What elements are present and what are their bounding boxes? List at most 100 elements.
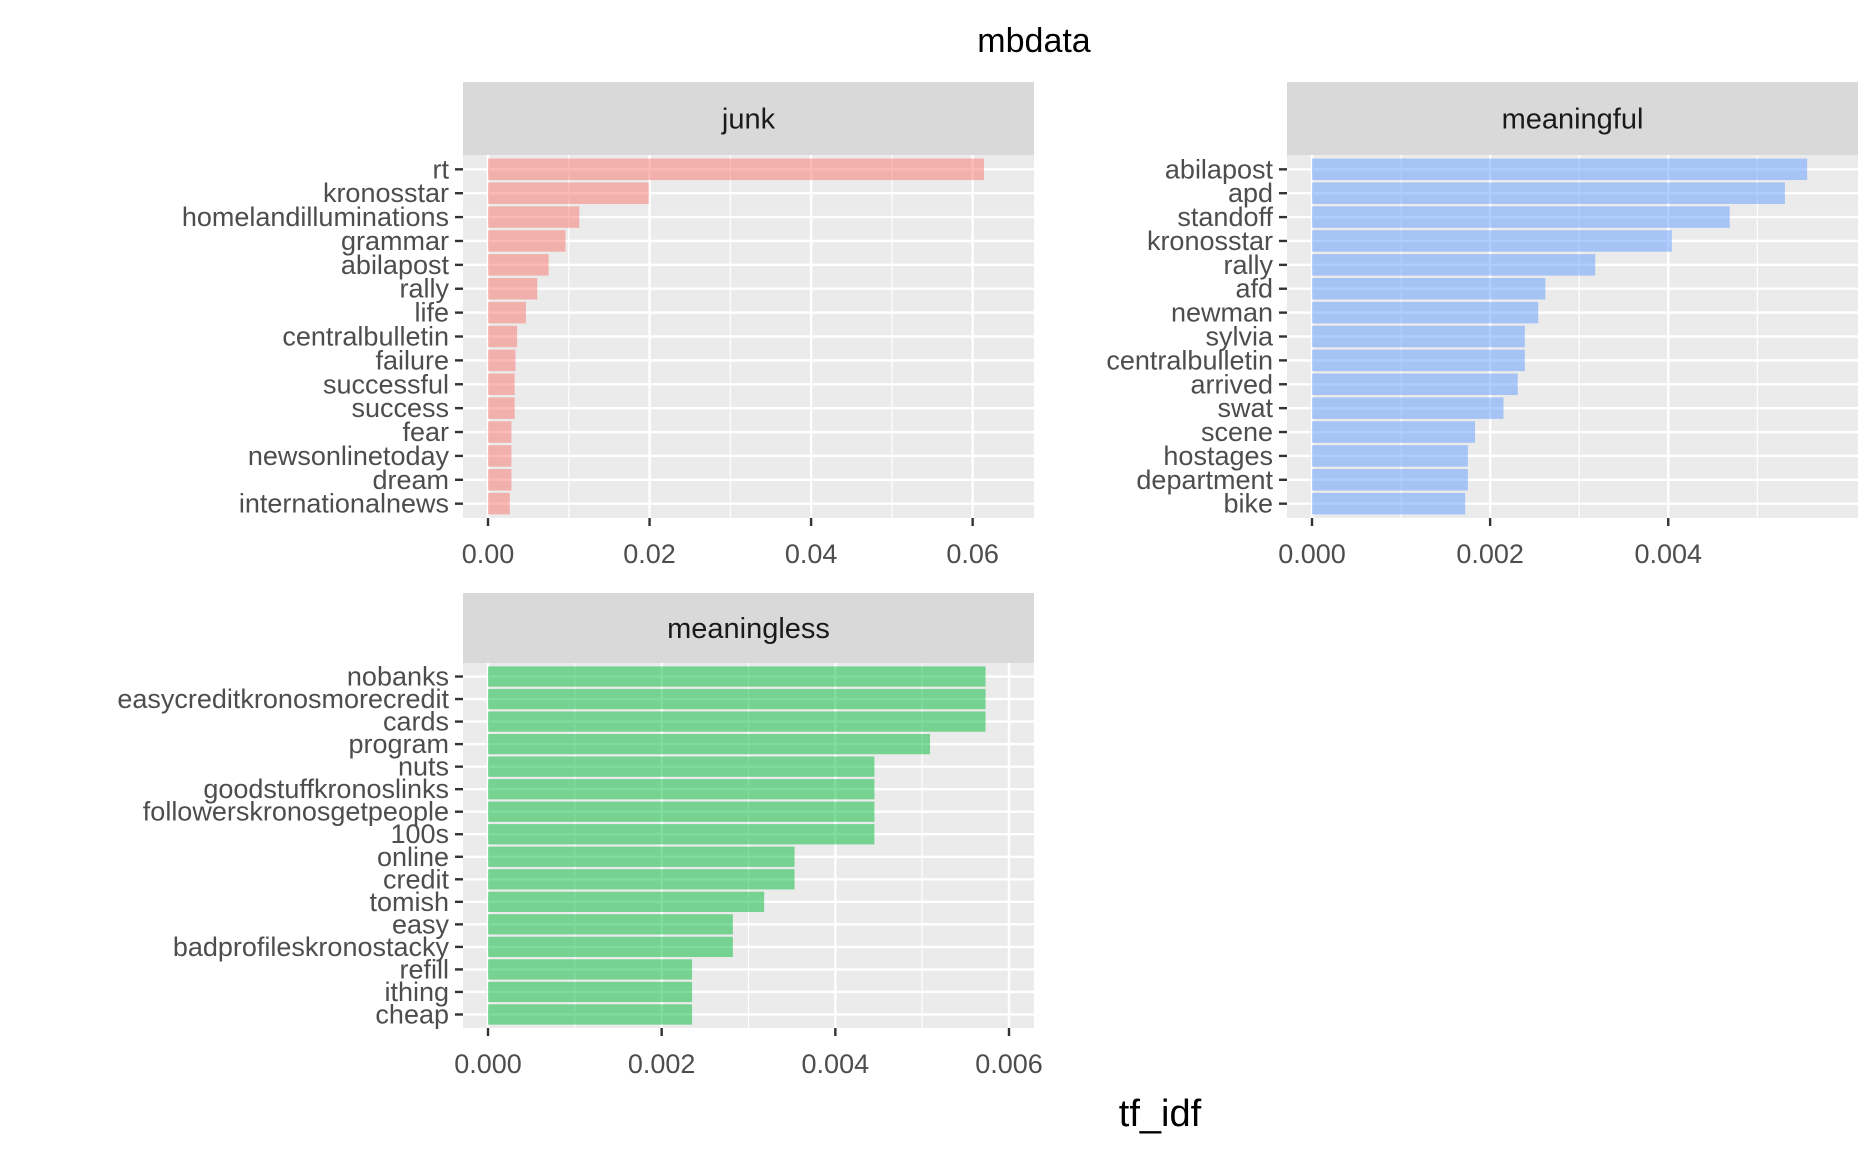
x-tick-label: 0.02: [623, 539, 676, 569]
bar-junk-life: [488, 301, 526, 324]
strip-junk: [463, 82, 1034, 155]
bar-meaningless-easycreditkronosmorecredit: [488, 688, 986, 710]
bar-meaningful-newman: [1312, 301, 1539, 324]
category-label-easycreditkronosmorecredit: easycreditkronosmorecredit: [117, 684, 449, 714]
category-label-badprofileskronostacky: badprofileskronostacky: [173, 932, 450, 962]
category-label-afd: afd: [1235, 274, 1273, 304]
category-label-nobanks: nobanks: [347, 662, 449, 692]
category-label-online: online: [377, 842, 449, 872]
bar-junk-dream: [488, 469, 512, 491]
category-label-hostages: hostages: [1163, 441, 1273, 471]
bar-meaningless-nuts: [488, 756, 875, 777]
bar-junk-rt: [488, 158, 984, 181]
x-tick-label: 0.06: [946, 539, 999, 569]
category-label-dream: dream: [372, 465, 449, 495]
category-label-internationalnews: internationalnews: [239, 489, 449, 519]
bar-meaningless-tomish: [488, 891, 765, 912]
bar-meaningful-scene: [1312, 421, 1475, 443]
category-label-rally: rally: [1223, 250, 1273, 280]
x-tick-label: 0.002: [1456, 539, 1524, 569]
bar-junk-abilapost: [488, 254, 549, 276]
category-label-goodstuffkronoslinks: goodstuffkronoslinks: [203, 774, 449, 804]
bar-junk-rally: [488, 277, 538, 300]
x-axis-meaningless: 0.000 0.002 0.004 0.006: [454, 1028, 1043, 1079]
category-label-kronosstar: kronosstar: [1147, 226, 1273, 256]
panel-meaningful: meaningful abilapostapdstandoffkronosstar…: [1106, 82, 1858, 569]
category-label-fear: fear: [402, 417, 449, 447]
bar-meaningless-ithing: [488, 981, 693, 1003]
strip-label-meaningful: meaningful: [1502, 104, 1644, 136]
x-tick-label: 0.002: [628, 1049, 696, 1079]
x-tick-label: 0.006: [975, 1049, 1043, 1079]
bars-junk: [488, 158, 984, 515]
category-label-rally: rally: [399, 274, 449, 304]
x-tick-label: 0.000: [454, 1049, 522, 1079]
category-label-program: program: [348, 729, 449, 759]
x-axis-title: tf_idf: [1119, 1093, 1202, 1135]
category-label-centralbulletin: centralbulletin: [1106, 345, 1273, 375]
category-label-rt: rt: [433, 154, 450, 184]
category-label-failure: failure: [375, 345, 449, 375]
bar-meaningless-followerskronosgetpeople: [488, 801, 875, 822]
bar-junk-homelandilluminations: [488, 206, 580, 228]
category-label-scene: scene: [1201, 417, 1273, 447]
bar-meaningful-hostages: [1312, 445, 1468, 467]
category-label-ithing: ithing: [384, 977, 449, 1007]
bar-junk-internationalnews: [488, 492, 510, 515]
category-label-standoff: standoff: [1177, 202, 1273, 232]
x-axis-junk: 0.00 0.02 0.04 0.06: [462, 518, 999, 569]
bars-meaningless: [488, 666, 986, 1025]
bar-meaningful-afd: [1312, 277, 1546, 300]
bar-meaningful-kronosstar: [1312, 230, 1672, 252]
bar-meaningless-cards: [488, 711, 986, 732]
category-label-life: life: [414, 298, 449, 328]
bar-meaningless-online: [488, 846, 795, 867]
y-axis-junk: rtkronosstarhomelandilluminationsgrammar…: [182, 154, 463, 519]
category-label-tomish: tomish: [369, 887, 449, 917]
bar-junk-successful: [488, 373, 515, 396]
bar-meaningful-standoff: [1312, 206, 1730, 228]
category-label-centralbulletin: centralbulletin: [282, 322, 449, 352]
bar-junk-grammar: [488, 230, 566, 252]
category-label-arrived: arrived: [1190, 369, 1273, 399]
bars-meaningful: [1312, 158, 1808, 515]
category-label-100s: 100s: [390, 819, 449, 849]
category-label-kronosstar: kronosstar: [323, 178, 449, 208]
category-label-homelandilluminations: homelandilluminations: [182, 202, 449, 232]
category-label-successful: successful: [323, 369, 449, 399]
x-axis-meaningful: 0.000 0.002 0.004: [1278, 518, 1702, 569]
strip-meaningless: [463, 593, 1034, 663]
category-label-swat: swat: [1217, 393, 1273, 423]
bar-meaningful-department: [1312, 469, 1468, 491]
x-tick-label: 0.004: [1634, 539, 1702, 569]
bar-meaningless-nobanks: [488, 666, 986, 687]
bar-junk-newsonlinetoday: [488, 445, 512, 467]
bar-meaningful-bike: [1312, 492, 1466, 515]
category-label-easy: easy: [392, 909, 450, 939]
bar-junk-kronosstar: [488, 182, 649, 204]
panel-meaningless: meaningless nobankseasycreditkronosmorecr…: [117, 593, 1043, 1079]
category-label-apd: apd: [1228, 178, 1273, 208]
category-label-newsonlinetoday: newsonlinetoday: [248, 441, 450, 471]
x-tick-label: 0.00: [462, 539, 515, 569]
bar-meaningless-credit: [488, 869, 795, 890]
category-label-department: department: [1136, 465, 1273, 495]
chart-title: mbdata: [977, 22, 1090, 60]
category-label-abilapost: abilapost: [341, 250, 450, 280]
bar-meaningless-refill: [488, 959, 693, 980]
bar-meaningful-centralbulletin: [1312, 349, 1525, 372]
bar-meaningful-rally: [1312, 254, 1596, 276]
category-label-abilapost: abilapost: [1165, 154, 1274, 184]
bar-junk-success: [488, 397, 515, 419]
x-tick-label: 0.000: [1278, 539, 1346, 569]
category-label-credit: credit: [383, 864, 450, 894]
y-axis-meaningless: nobankseasycreditkronosmorecreditcardspr…: [117, 662, 463, 1029]
strip-label-junk: junk: [721, 104, 776, 136]
category-label-sylvia: sylvia: [1205, 322, 1273, 352]
strip-label-meaningless: meaningless: [667, 613, 830, 645]
category-label-newman: newman: [1171, 298, 1273, 328]
category-label-success: success: [351, 393, 449, 423]
category-label-grammar: grammar: [341, 226, 449, 256]
